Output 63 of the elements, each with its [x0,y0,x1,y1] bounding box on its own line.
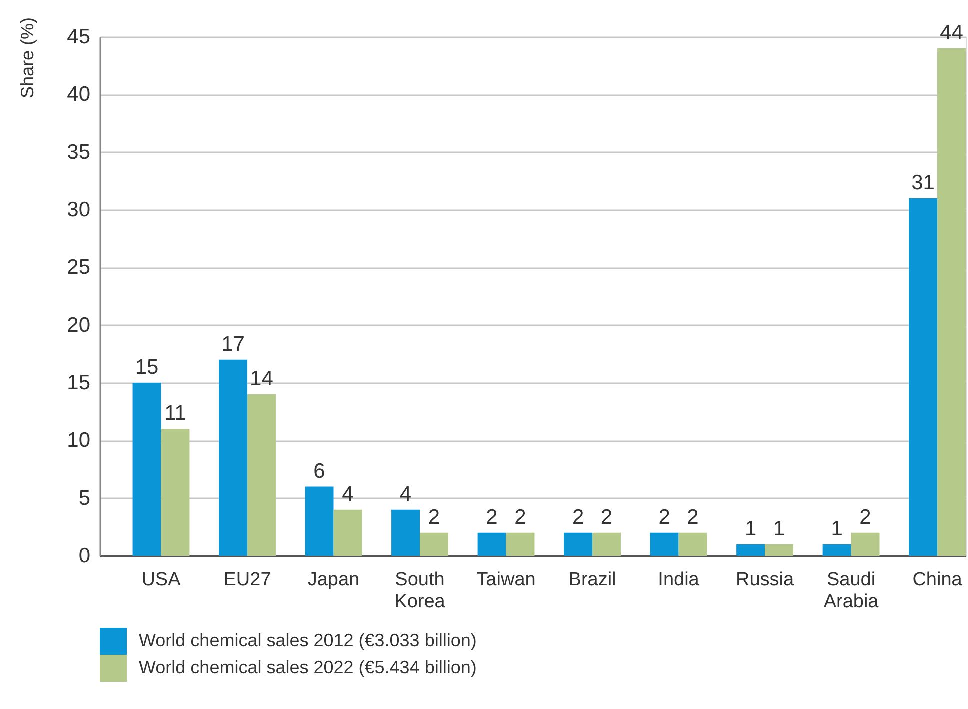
y-tick-label: 45 [67,26,90,48]
y-tick-label: 10 [67,429,90,452]
bar [851,532,880,556]
data-label: 4 [400,482,412,506]
data-label: 2 [514,506,526,529]
x-tick-label: Taiwan [476,570,536,590]
y-axis-title: Share (%) [18,18,38,99]
bar [650,532,679,556]
data-label: 2 [486,506,498,529]
bar [247,394,276,556]
x-tick-label: USA [142,570,182,590]
y-tick-label: 40 [67,83,90,106]
data-label: 17 [222,332,245,356]
bar [392,510,420,556]
data-label: 2 [860,506,872,529]
y-tick-label: 35 [67,140,90,164]
legend-label: World chemical sales 2022 (€5.434 billion) [139,658,477,678]
data-label: 1 [831,517,843,540]
bar [478,532,506,556]
x-tick-label: China [912,570,963,590]
y-tick-label: 5 [78,486,90,510]
x-tick-label: Saudi Arabia [824,570,880,612]
data-label: 4 [342,482,354,506]
bar [822,544,852,556]
data-label: 11 [164,402,186,426]
x-tick-label: Brazil [568,570,616,590]
data-label: 2 [428,506,440,529]
bar [909,198,938,556]
x-tick-label: India [658,570,700,590]
data-label: 1 [744,517,757,540]
data-label: 2 [687,506,699,529]
bar [161,429,190,556]
data-label: 1 [773,517,786,540]
bar [564,532,593,556]
data-label: 2 [600,506,613,529]
data-label: 2 [572,506,584,529]
data-label: 2 [658,506,670,529]
bar [420,532,448,556]
y-tick-label: 30 [67,198,90,222]
y-tick-label: 20 [67,314,90,337]
bar [938,48,966,556]
bar [305,486,334,556]
bar [506,532,535,556]
data-label: 6 [314,460,326,483]
x-tick-label: EU27 [224,570,272,590]
bar [334,510,362,556]
x-tick-label: Russia [736,570,794,590]
data-label: 31 [912,171,935,194]
bar [132,383,162,556]
data-label: 15 [135,356,159,379]
data-label: 14 [250,368,274,391]
y-tick-label: 15 [67,372,90,394]
data-label: 44 [940,22,964,45]
bar [765,544,794,556]
bar [592,532,621,556]
bar [736,544,766,556]
x-tick-label: Japan [308,570,360,590]
y-tick-label: 0 [78,544,90,568]
legend-label: World chemical sales 2012 (€3.033 billion) [139,630,477,650]
x-tick-label: South Korea [394,570,446,612]
bar [678,532,708,556]
bar [219,360,248,556]
y-tick-label: 25 [67,256,90,280]
